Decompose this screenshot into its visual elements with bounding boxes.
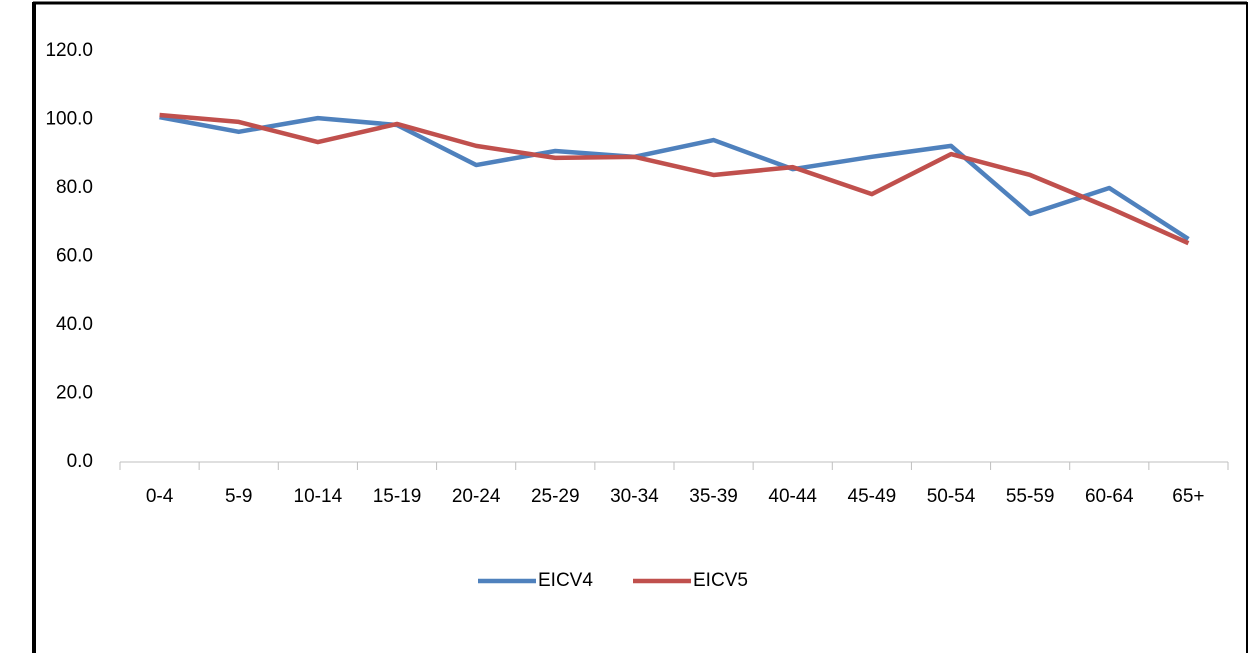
y-tick-label: 100.0 (45, 109, 93, 130)
x-tick-label: 65+ (1172, 486, 1204, 507)
y-tick-label: 0.0 (67, 451, 93, 472)
line-series (159, 114, 1190, 241)
x-tick-label: 5-9 (225, 486, 252, 507)
y-tick-label: 60.0 (56, 246, 93, 267)
x-tick-label: 40-44 (768, 486, 817, 507)
x-tick-label: 0-4 (146, 486, 174, 507)
x-tick-label: 25-29 (531, 486, 580, 507)
x-tick-label: 50-54 (927, 486, 976, 507)
y-tick-label: 20.0 (56, 383, 93, 404)
x-tick-label: 20-24 (452, 486, 501, 507)
x-tick-label: 10-14 (294, 486, 343, 507)
x-tick-label: 15-19 (373, 486, 422, 507)
x-tick-label: 35-39 (689, 486, 738, 507)
line-series (159, 112, 1190, 246)
legend-label: EICV5 (693, 570, 748, 591)
y-tick-label: 40.0 (56, 314, 93, 335)
x-tick-label: 30-34 (610, 486, 659, 507)
y-tick-label: 120.0 (45, 40, 93, 61)
x-tick-label: 45-49 (848, 486, 897, 507)
x-tick-label: 60-64 (1085, 486, 1134, 507)
legend-label: EICV4 (538, 570, 593, 591)
y-tick-label: 80.0 (56, 177, 93, 198)
x-tick-label: 55-59 (1006, 486, 1055, 507)
